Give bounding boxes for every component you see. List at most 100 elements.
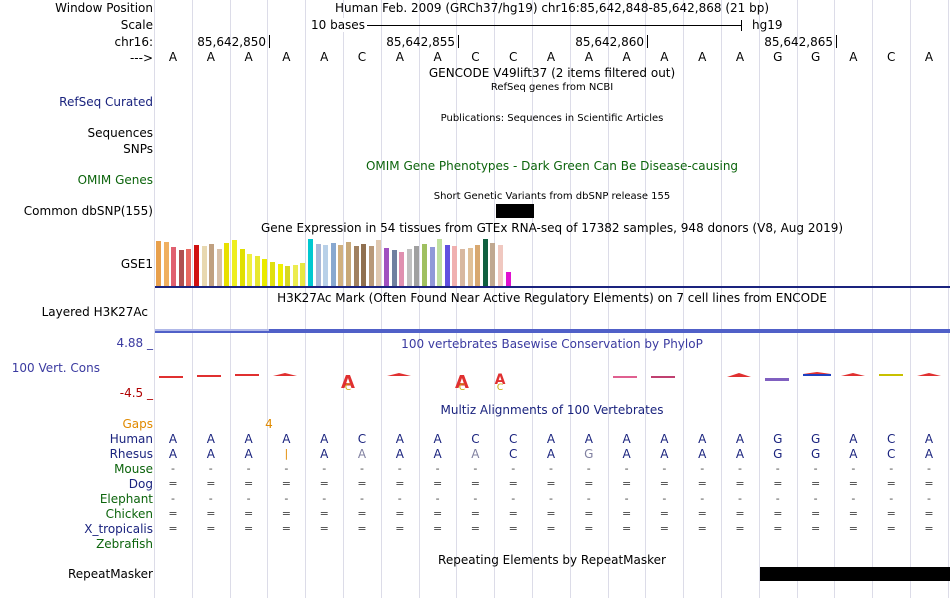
alignment-cell: = [243,477,254,490]
species-label[interactable]: Rhesus [109,447,153,461]
alignment-cell: = [470,477,480,490]
gtex-bar[interactable] [194,245,199,286]
track-label-sequences[interactable]: Sequences [87,126,153,140]
gtex-bar[interactable] [490,243,496,286]
track-label-omim[interactable]: OMIM Genes [77,173,153,187]
gtex-bar[interactable] [292,265,298,286]
gtex-bar[interactable] [353,246,359,286]
gtex-bar[interactable] [247,254,253,286]
repeatmasker-element[interactable] [760,567,950,581]
alignment-cell: A [168,447,178,461]
gtex-bar[interactable] [368,246,374,286]
species-label[interactable]: Zebrafish [96,537,153,551]
base: A [584,50,593,64]
gtex-bar[interactable] [498,245,503,286]
alignment-cell: = [357,507,367,520]
refseq-track-title: RefSeq genes from NCBI [490,82,614,93]
gtex-bar[interactable] [429,247,435,286]
gtex-bar[interactable] [467,248,473,286]
track-label-dbsnp[interactable]: Common dbSNP(155) [23,204,153,218]
gtex-bar[interactable] [384,248,389,286]
gtex-bar[interactable] [482,239,488,286]
gtex-bar[interactable] [422,244,427,286]
alignment-cell: - [360,462,364,475]
scale-label: Scale [120,18,153,32]
gtex-bar-chart[interactable] [155,237,950,286]
grid-line [721,0,722,598]
alignment-cell: = [432,522,443,535]
gtex-bar[interactable] [315,244,321,286]
gtex-bar[interactable] [414,246,420,286]
cons-glyph: C [459,383,465,392]
track-label-gtex[interactable]: GSE1 [120,257,153,271]
gtex-bar[interactable] [300,263,306,286]
gtex-bar[interactable] [156,241,161,286]
h3k27ac-signal[interactable] [155,329,950,333]
cons-mark [197,375,221,377]
gtex-bar[interactable] [262,259,268,286]
dbsnp-variant[interactable] [496,204,534,218]
gtex-bar[interactable] [232,240,237,286]
gtex-bar[interactable] [444,245,450,286]
alignment-cell: - [700,492,705,505]
gtex-bar[interactable] [391,250,397,286]
gtex-bar[interactable] [285,266,291,286]
gtex-bar[interactable] [346,242,351,286]
gtex-bar[interactable] [338,245,344,286]
base: A [735,50,745,64]
gtex-bar[interactable] [406,249,412,286]
gtex-bar[interactable] [323,245,329,286]
gtex-bar[interactable] [399,252,405,286]
gtex-bar[interactable] [178,250,184,286]
species-label[interactable]: Mouse [114,462,153,476]
gtex-bar[interactable] [452,246,458,286]
alignment-cell: = [886,477,896,490]
track-label-h3k27ac[interactable]: Layered H3K27Ac [41,305,148,319]
grid-line [910,0,911,598]
gtex-bar[interactable] [277,264,283,286]
gtex-bar[interactable] [270,262,275,286]
cons-mark [765,378,789,381]
species-label[interactable]: Dog [128,477,153,491]
omim-track-title: OMIM Gene Phenotypes - Dark Green Can Be… [365,159,739,173]
gtex-bar[interactable] [171,247,177,286]
gtex-bar[interactable] [437,239,443,286]
gtex-bar[interactable] [224,243,230,286]
gtex-bar[interactable] [376,240,382,286]
conservation-logo[interactable]: A A A C C C [155,366,950,392]
species-label[interactable]: Human [109,432,153,446]
gtex-bar[interactable] [475,245,481,286]
track-label-conservation[interactable]: 100 Vert. Cons [11,361,100,375]
alignment-cell: - [586,462,591,475]
track-label-refseq[interactable]: RefSeq Curated [59,95,153,109]
species-label[interactable]: Chicken [105,507,153,521]
track-label-gaps[interactable]: Gaps [122,417,153,431]
alignment-cell: A [924,447,934,461]
species-label[interactable]: Elephant [99,492,153,506]
alignment-cell: = [432,507,443,520]
gtex-bar[interactable] [216,249,222,286]
gtex-bar[interactable] [505,272,511,286]
grid-line [570,0,571,598]
coordinate-tick-mark [458,35,459,48]
gtex-bar[interactable] [330,243,336,286]
base: A [282,50,291,64]
species-label[interactable]: X_tropicalis [84,522,153,536]
gtex-bar[interactable] [186,249,192,286]
track-label-repeatmasker[interactable]: RepeatMasker [67,567,153,581]
alignment-cell: = [810,522,821,535]
gtex-bar[interactable] [239,249,245,286]
alignment-cell: A [584,432,593,446]
alignment-cell: - [284,492,289,505]
gtex-bar[interactable] [201,246,207,286]
gtex-bar[interactable] [209,244,215,286]
alignment-cell: = [395,477,405,490]
gtex-bar[interactable] [308,239,313,286]
track-label-snps[interactable]: SNPs [123,142,153,156]
alignment-cell: = [319,522,329,535]
gtex-bar[interactable] [163,242,169,286]
gtex-bar[interactable] [460,249,465,286]
gtex-bar[interactable] [254,256,260,286]
gtex-bar[interactable] [361,244,367,286]
